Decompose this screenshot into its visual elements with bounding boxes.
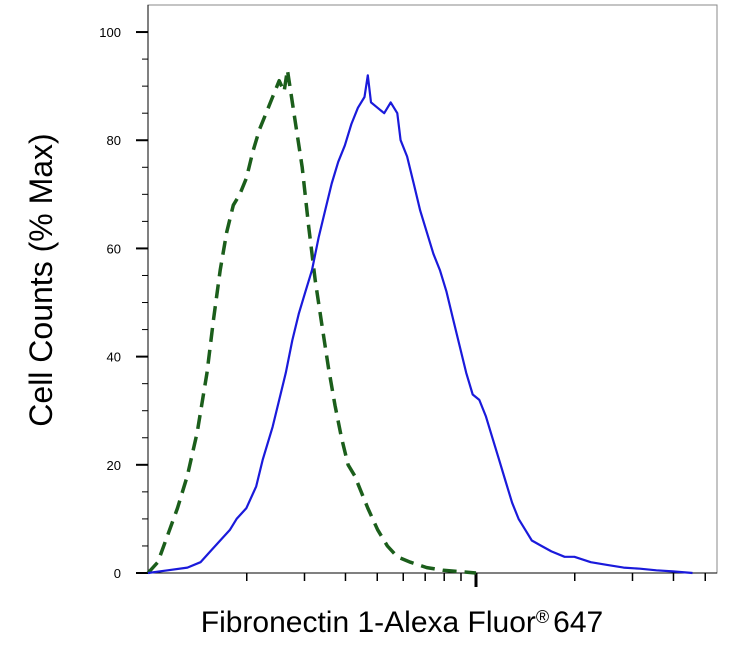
control-histogram-line [146, 68, 477, 575]
series-layer [146, 68, 693, 575]
sample-histogram-line [147, 74, 693, 575]
y-tick-label: 60 [107, 241, 121, 256]
y-axis-label: Cell Counts (% Max) [23, 133, 59, 426]
x-axis-label-registered-mark: ® [536, 607, 549, 627]
y-tick-label: 40 [107, 350, 121, 365]
y-tick-label: 80 [107, 133, 121, 148]
x-axis-label-suffix: 647 [553, 606, 603, 639]
x-axis-label-main: Fibronectin 1-Alexa Fluor [201, 606, 536, 639]
plot-frame [147, 4, 718, 574]
y-tick-label: 100 [99, 25, 121, 40]
y-tick-label: 20 [107, 458, 121, 473]
y-axis-ticks: 0 20 40 60 80 100 [99, 25, 148, 581]
x-axis-label: Fibronectin 1-Alexa Fluor® 647 [201, 606, 603, 639]
y-tick-label: 0 [114, 566, 121, 581]
x-axis-ticks [245, 573, 707, 587]
